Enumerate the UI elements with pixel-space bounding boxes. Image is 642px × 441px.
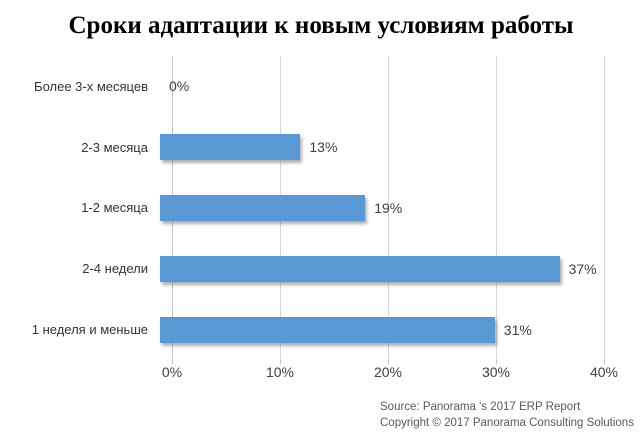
category-label: Более 3-х месяцев (34, 78, 148, 94)
x-axis-labels: 0% 10% 20% 30% 40% (162, 364, 618, 384)
value-label: 37% (568, 260, 597, 277)
axis-tick-mark (496, 360, 497, 364)
copyright-text: Copyright © 2017 Panorama Consulting Sol… (380, 416, 634, 429)
bar (160, 255, 560, 282)
source-text: Source: Panorama 's 2017 ERP Report (380, 401, 581, 413)
value-label: 0% (169, 78, 190, 95)
bar-area: 0% (160, 56, 592, 117)
value-label: 19% (374, 199, 403, 216)
bar-area: 31% (160, 299, 592, 360)
axis-tick-mark (604, 360, 605, 364)
gridline (604, 56, 605, 360)
x-tick-label: 40% (589, 364, 619, 380)
chart-row: Более 3-х месяцев 0% (0, 56, 642, 117)
gridline (496, 56, 497, 360)
value-label: 13% (309, 139, 338, 156)
value-label: 31% (503, 321, 532, 338)
chart-row: 2-3 месяца 13% (0, 117, 642, 178)
category-label: 2-4 недели (82, 261, 148, 277)
bar-rows: Более 3-х месяцев 0% 2-3 месяца 13% 1-2 меся… (0, 56, 642, 360)
gridline (388, 56, 389, 360)
chart-row: 1-2 месяца 19% (0, 178, 642, 239)
chart-row: 2-4 недели 37% (0, 238, 642, 299)
chart-title: Сроки адаптации к новым условиям работы (68, 12, 574, 39)
category-label: 2-3 месяца (81, 139, 148, 155)
axis-tick-mark (388, 360, 389, 364)
x-tick-label: 0% (161, 364, 183, 380)
x-tick-label: 20% (373, 364, 403, 380)
bar (160, 134, 301, 161)
x-tick-label: 10% (265, 364, 295, 380)
chart-row: 1 неделя и меньше 31% (0, 299, 642, 360)
bar-area: 37% (160, 238, 597, 299)
x-tick-label: 30% (481, 364, 511, 380)
axis-tick-mark (172, 360, 173, 364)
category-label: 1 неделя и меньше (31, 322, 148, 338)
bar-area: 19% (160, 178, 592, 239)
bar (160, 316, 495, 343)
bar-area: 13% (160, 117, 592, 178)
bar (160, 194, 366, 221)
axis-tick-mark (280, 360, 281, 364)
category-label: 1-2 месяца (81, 200, 148, 216)
footer: Source: Panorama 's 2017 ERP Report Copy… (380, 400, 634, 431)
